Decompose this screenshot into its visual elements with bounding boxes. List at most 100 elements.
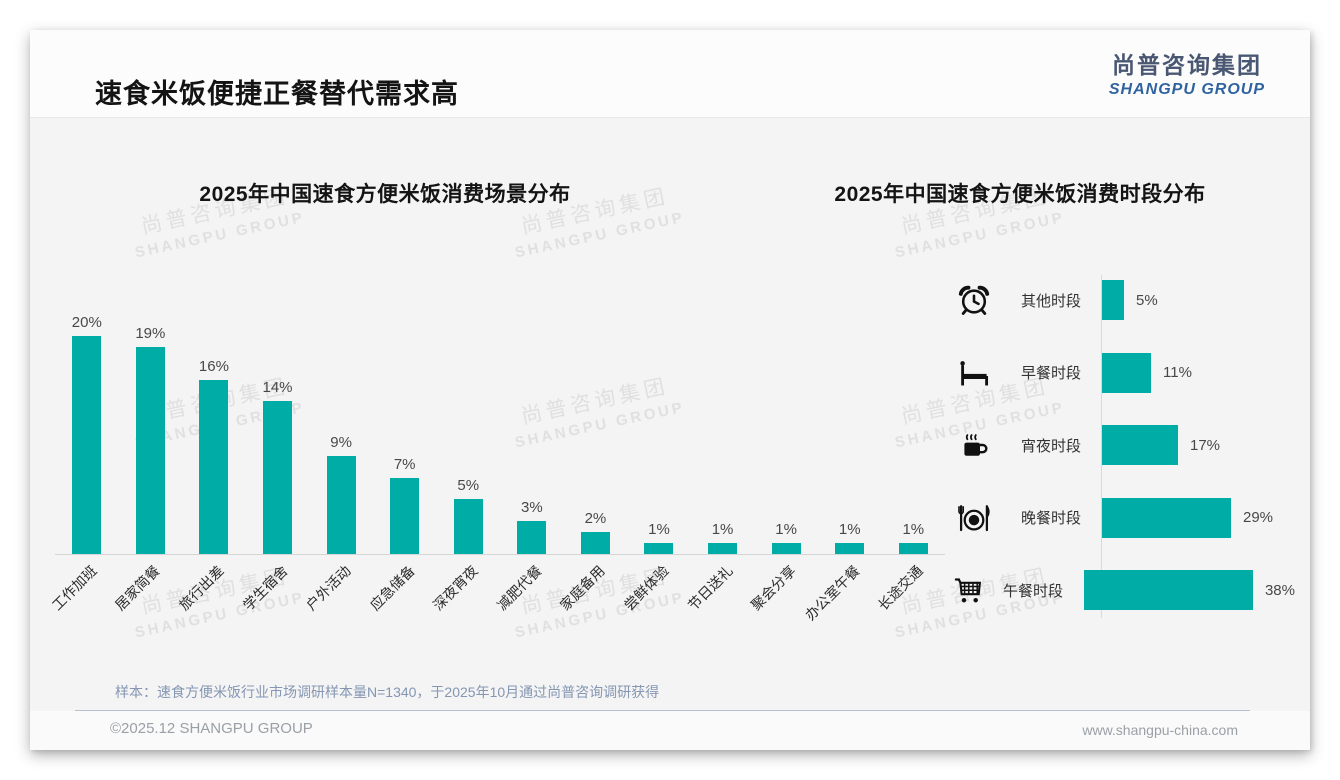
logo-chinese-text: 尚普咨询集团 [1111,52,1262,78]
time-row: 晚餐时段 29% [945,482,1295,555]
copyright-text: ©2025.12 SHANGPU GROUP [110,720,313,737]
category-label: 应急储备 [366,562,418,614]
bar-value-label: 1% [902,521,925,538]
category-label: 户外活动 [302,562,354,614]
bar-group: 20% [55,314,119,554]
bar [263,401,293,554]
website-url: www.shangpu-china.com [1082,722,1238,738]
category-label: 减肥代餐 [493,562,545,614]
bar-group: 7% [373,456,437,554]
bar-group: 1% [818,521,882,554]
bar [898,543,928,554]
shopping-cart-icon [945,572,995,608]
bar-value-label: 38% [1264,581,1295,599]
bar-value-label: 5% [1136,291,1158,309]
time-row: 其他时段 5% [945,264,1295,337]
bar-value-label: 7% [393,456,416,473]
bar-group: 19% [119,325,183,554]
category-label: 节日送礼 [684,562,736,614]
dinner-plate-icon [945,500,1003,536]
bar-value-label: 20% [71,314,102,331]
bar-value-label: 16% [198,358,229,375]
bar-value-label: 14% [262,379,293,396]
time-row-bar-zone: 11% [1093,352,1295,393]
bar-group: 16% [182,358,246,554]
bar-group: 5% [436,477,500,554]
category-label: 家庭备用 [557,562,609,614]
category-label: 聚会分享 [747,562,799,614]
category-label-slot: 旅行出差 [176,555,246,641]
time-row: 宵夜时段 17% [945,409,1295,482]
scene-chart-category-labels: 工作加班 居家简餐 旅行出差 学生宿舍 户外活动 应急储备 深夜宵夜 减肥代餐 家庭备用 尝鲜体验… [49,555,946,641]
bar [580,532,610,554]
bar [835,543,865,554]
bar-value-label: 19% [135,325,166,342]
bar-value-label: 2% [584,510,607,527]
category-label: 长途交通 [875,562,927,614]
category-label-slot: 学生宿舍 [239,555,310,641]
bar [1102,497,1231,538]
bar-value-label: 1% [648,521,670,538]
scene-distribution-chart: 20% 19% 16% 14% 9% 7% 5% 3% 2% 1% 1% 1% 1% 1% 工作加班 居家简… [49,307,946,641]
alarm-clock-icon [945,282,1003,318]
time-distribution-chart: 其他时段 5% 早餐时段 11% 宵夜时段 17% 晚餐时段 29% 午餐时段 38% [945,264,1295,627]
category-label: 尝鲜体验 [620,562,672,614]
footer-divider [75,710,1250,711]
bar-value-label: 1% [838,521,861,538]
watermark-en-text: SHANGPU GROUP [513,208,687,262]
category-label-slot: 长途交通 [875,555,946,641]
category-label-slot: 深夜宵夜 [430,555,500,641]
bar-group: 1% [627,521,691,554]
slide-card: 速食米饭便捷正餐替代需求高 尚普咨询集团 SHANGPU GROUP 尚普咨询集… [30,30,1310,750]
category-label-slot: 居家简餐 [112,555,183,641]
bar [1102,352,1151,393]
watermark-en-text: SHANGPU GROUP [893,208,1067,262]
category-label-slot: 聚会分享 [748,555,818,641]
time-row-label: 午餐时段 [1002,582,1063,600]
bar [199,380,229,554]
bar [1083,570,1253,611]
time-row-label: 其他时段 [1020,292,1081,310]
category-label-slot: 减肥代餐 [494,555,564,641]
bar-value-label: 3% [520,499,543,516]
bar-group: 14% [246,379,310,554]
bar [708,543,738,554]
bar-group: 1% [754,521,818,554]
bar [326,456,356,554]
right-chart-title: 2025年中国速食方便米饭消费时段分布 [834,183,1206,206]
category-label: 旅行出差 [175,562,227,614]
bar-group: 9% [309,434,373,554]
watermark-en-text: SHANGPU GROUP [133,208,307,262]
hot-drink-icon [945,427,1003,463]
bar [135,347,165,554]
category-label: 居家简餐 [112,562,164,614]
category-label: 工作加班 [48,562,100,614]
bar-value-label: 1% [775,521,797,538]
bar [644,543,674,554]
bar [517,521,547,554]
bed-icon [945,355,1003,391]
footer-strip [30,711,1310,750]
bar-group: 1% [691,521,755,554]
bar-value-label: 9% [330,434,352,451]
bar [771,543,801,554]
time-row: 午餐时段 38% [945,554,1295,627]
company-logo: 尚普咨询集团 SHANGPU GROUP [1109,46,1265,99]
bar [72,336,102,554]
time-row-bar-zone: 17% [1093,425,1295,466]
logo-english-text: SHANGPU GROUP [1108,81,1265,98]
bar [1102,280,1124,321]
page-title: 速食米饭便捷正餐替代需求高 [95,79,459,109]
scene-chart-plot: 20% 19% 16% 14% 9% 7% 5% 3% 2% 1% 1% 1% 1% 1% [55,307,945,555]
time-row-bar-zone: 38% [1075,570,1295,611]
bar-value-label: 1% [711,521,734,538]
bar-group: 3% [500,499,564,554]
time-row: 早餐时段 11% [945,337,1295,410]
time-row-label: 早餐时段 [1020,365,1081,383]
category-label-slot: 办公室午餐 [802,555,882,641]
bar-value-label: 11% [1163,364,1192,382]
category-label-slot: 应急储备 [367,555,437,641]
bar-group: 1% [882,521,946,554]
category-label: 深夜宵夜 [430,562,481,614]
sample-note: 样本：速食方便米饭行业市场调研样本量N=1340，于2025年10月通过尚普咨询… [115,684,660,700]
